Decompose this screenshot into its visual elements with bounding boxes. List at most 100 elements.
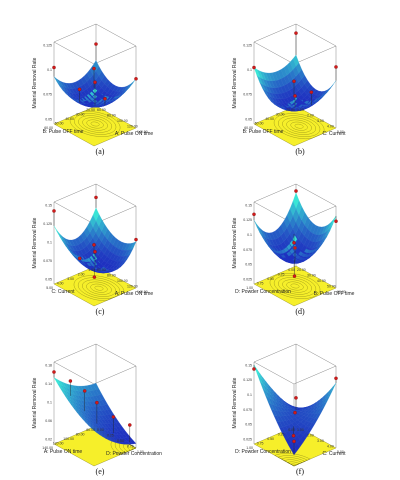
- z-tick-label-c: 0.05: [45, 277, 52, 281]
- surface-chart-c: 0.05 0.075 0.1 0.125 0.15 Material Removal Ra…: [32, 183, 153, 307]
- panel-label-e: (e): [95, 467, 105, 476]
- design-point-a: [52, 65, 56, 70]
- design-points-c: [52, 195, 138, 279]
- contour-line-a: [69, 111, 121, 137]
- y-tick-label-e: 100.00: [63, 437, 74, 441]
- x-tick-label-c: 100.00: [117, 279, 128, 283]
- design-point-c: [52, 209, 56, 213]
- frame-edge-f: [253, 343, 297, 363]
- y-tick-label-e: 120.00: [53, 442, 64, 446]
- z-tick-label-d: 0.1: [247, 233, 252, 237]
- z-axis-f: 0.025 0.05 0.075 0.1 0.125 0.15 Material Remov…: [232, 363, 252, 441]
- z-tick-label-f: 0.05: [245, 423, 252, 427]
- design-point-f: [292, 439, 296, 444]
- x-tick-label-b: 2.00: [307, 114, 314, 118]
- panel-e: 0.02 0.06 0.1 0.14 0.18 Material Removal Rate…: [0, 320, 200, 480]
- z-tick-label-b: 0.1: [247, 68, 252, 72]
- x-axis-f: 1.002.003.004.005.00C: Current: [297, 428, 346, 457]
- y-tick-label-d: 0.75: [257, 282, 264, 286]
- x-tick-label-a: 100.00: [117, 119, 128, 123]
- contour-floor-a: [53, 105, 137, 147]
- z-tick-label-c: 0.075: [43, 259, 52, 263]
- y-axis-label-c: C: Current: [51, 289, 75, 295]
- contour-line-d: [278, 277, 312, 295]
- frame-edge-c: [95, 183, 137, 207]
- x-tick-label-f: 2.00: [307, 434, 314, 438]
- x-axis-label-a: A: Pulse ON time: [115, 131, 154, 137]
- surface-chart-f: 0.025 0.05 0.075 0.1 0.125 0.15 Material Remov…: [232, 343, 346, 467]
- design-point-b: [309, 90, 314, 94]
- x-tick-label-c: 60.00: [97, 268, 106, 272]
- y-axis-f: 0.000.25 0.500.75 1.00D: Powder Concentrat…: [235, 428, 295, 455]
- x-tick-label-b: 4.00: [327, 125, 334, 129]
- z-tick-label-e: 0.02: [45, 437, 52, 441]
- z-tick-label-a: 0.125: [43, 43, 52, 47]
- surface-chart-b: 0.05 0.075 0.1 0.125 Material Removal Rate 1.…: [232, 23, 346, 147]
- panel-label-f: (f): [296, 467, 304, 476]
- x-tick-label-d: 40.00: [317, 279, 326, 283]
- surface-chart-d: 0.025 0.05 0.075 0.1 0.125 0.15 Material Remov…: [232, 183, 355, 307]
- design-point-d: [252, 212, 256, 217]
- design-point-f: [252, 367, 256, 371]
- y-axis-d: 0.000.25 0.500.75 1.00D: Powder Concentrat…: [235, 268, 295, 295]
- y-tick-label-f: 0.25: [278, 433, 285, 437]
- design-point-e: [68, 379, 73, 383]
- y-axis-label-f: D: Powder Concentration: [235, 449, 291, 455]
- z-tick-label-d: 0.025: [243, 277, 252, 281]
- response-surface-b: [253, 54, 337, 112]
- design-point-f: [293, 410, 297, 415]
- frame-edge-f: [293, 365, 337, 385]
- contour-floor-c: [53, 265, 137, 307]
- design-point-b: [252, 65, 256, 70]
- design-point-b: [292, 79, 296, 84]
- design-point-d: [292, 240, 296, 245]
- surface-chart-e: 0.02 0.06 0.1 0.14 0.18 Material Removal Rate…: [32, 343, 162, 467]
- x-tick-label-b: 1.00: [297, 108, 304, 112]
- design-points-b: [252, 31, 338, 108]
- z-axis-label-c: Material Removal Rate: [32, 217, 38, 268]
- contour-floor-plane-c: [53, 265, 137, 307]
- z-tick-label-c: 0.15: [45, 203, 52, 207]
- z-axis-label-f: Material Removal Rate: [232, 377, 238, 428]
- design-point-d: [334, 219, 338, 223]
- design-point-c: [93, 249, 97, 254]
- frame-edge-a: [53, 41, 95, 65]
- design-point-f: [294, 396, 298, 400]
- frame-edge-a: [95, 23, 137, 47]
- contour-line-c: [78, 277, 120, 299]
- x-tick-label-a: 80.00: [107, 114, 116, 118]
- x-tick-label-e: 0.00: [97, 428, 104, 432]
- contour-line-c: [94, 285, 104, 291]
- surface-facet-a: [53, 76, 60, 85]
- panel-label-b: (b): [295, 147, 305, 156]
- y-tick-label-c: 4.00: [57, 282, 64, 286]
- x-tick-label-d: 30.00: [307, 274, 316, 278]
- design-point-e: [82, 389, 87, 393]
- design-point-a: [77, 87, 82, 92]
- x-axis-label-f: C: Current: [322, 451, 346, 457]
- design-point-c: [94, 195, 98, 200]
- contour-line-a: [90, 121, 100, 127]
- contour-line-c: [86, 281, 112, 295]
- design-point-c: [92, 275, 97, 279]
- frame-edge-b: [293, 45, 337, 65]
- panel-f: 0.025 0.05 0.075 0.1 0.125 0.15 Material Remov…: [200, 320, 400, 480]
- x-tick-label-a: 120.00: [127, 125, 138, 129]
- x-tick-label-e: 0.75: [127, 445, 134, 449]
- z-tick-label-d: 0.15: [245, 203, 252, 207]
- z-tick-label-e: 0.06: [45, 419, 52, 423]
- x-tick-label-b: 5.00: [337, 130, 344, 134]
- x-tick-label-c: 120.00: [127, 285, 138, 289]
- contour-line-d: [274, 275, 316, 297]
- contour-line-a: [78, 115, 112, 133]
- z-tick-label-a: 0.075: [43, 93, 52, 97]
- contour-line-b: [290, 121, 308, 131]
- x-axis-e: 0.000.250.500.751.00D: Powder Concentrat…: [97, 428, 162, 457]
- z-tick-label-d: 0.075: [243, 248, 252, 252]
- contour-line-d: [290, 283, 300, 289]
- z-tick-label-d: 0.05: [245, 263, 252, 267]
- y-tick-label-c: 1.00: [88, 268, 95, 272]
- z-tick-label-b: 0.075: [243, 93, 252, 97]
- x-tick-label-f: 5.00: [337, 450, 344, 454]
- x-tick-label-d: 50.00: [327, 285, 336, 289]
